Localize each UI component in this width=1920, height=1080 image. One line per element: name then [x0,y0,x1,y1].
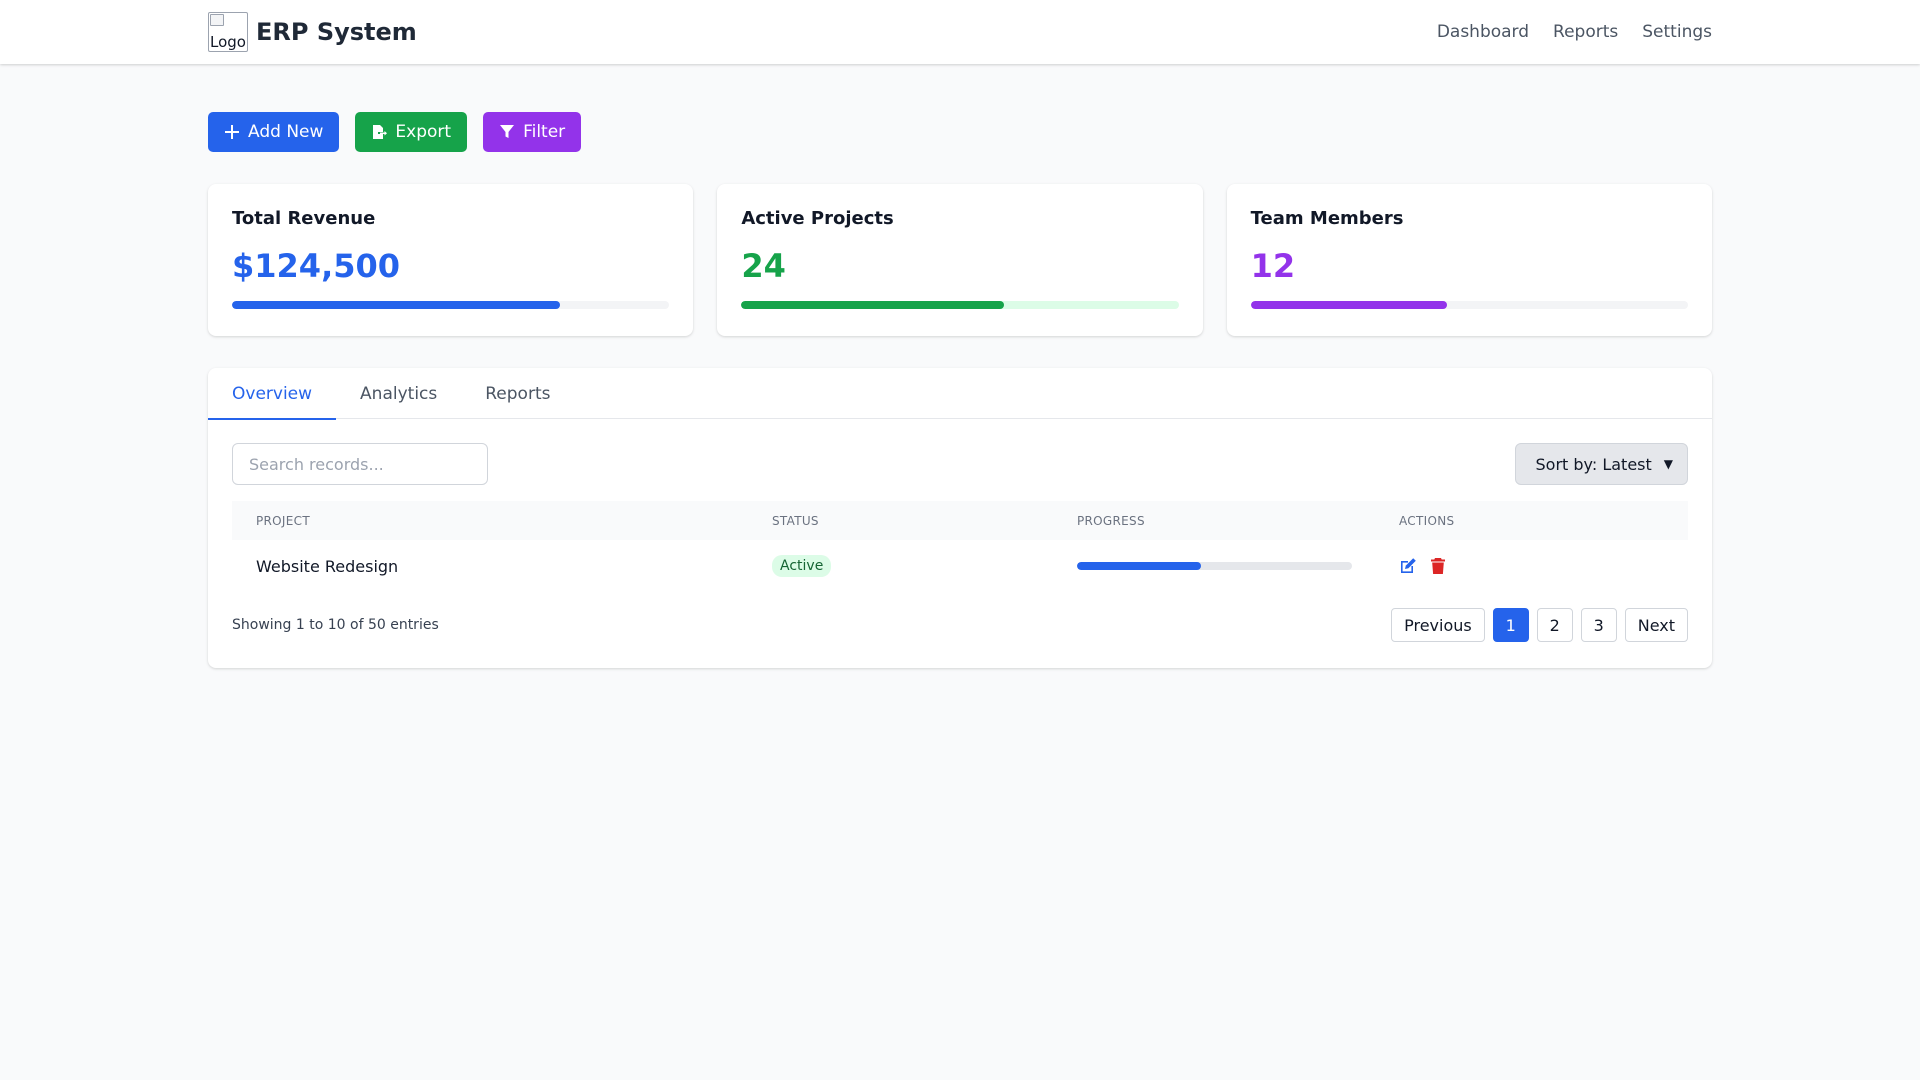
filter-button[interactable]: Filter [483,112,582,152]
nav-link-dashboard[interactable]: Dashboard [1436,22,1530,42]
card-value: 12 [1250,247,1296,285]
filter-icon [500,125,515,138]
table-row: Website Redesign Active [232,540,1688,592]
broken-image-icon [210,14,224,26]
card-title: Team Members [1250,208,1404,229]
add-new-label: Add New [248,122,324,142]
column-header-project: PROJECT [256,513,310,528]
top-navbar: Logo ERP System Dashboard Reports Settin… [0,0,1920,64]
card-progress-bar [232,301,670,309]
page-button-2[interactable]: 2 [1536,608,1573,642]
stat-card-team: Team Members 12 [1226,184,1712,336]
filter-label: Filter [523,122,566,142]
add-new-button[interactable]: Add New [208,112,340,152]
tab-reports[interactable]: Reports [485,383,551,404]
export-label: Export [395,122,452,142]
row-progress-bar [1077,562,1352,570]
export-button[interactable]: Export [355,112,468,152]
nav-link-settings[interactable]: Settings [1642,22,1712,42]
card-progress-bar [1250,301,1688,309]
card-title: Total Revenue [232,208,376,229]
table-header: PROJECT STATUS PROGRESS ACTIONS [232,501,1688,540]
card-value: 24 [741,247,786,285]
project-name: Website Redesign [256,556,399,576]
entries-info: Showing 1 to 10 of 50 entries [232,617,439,633]
trash-icon[interactable] [1429,557,1447,575]
column-header-actions: ACTIONS [1399,513,1455,528]
status-badge: Active [772,555,832,577]
row-actions [1399,557,1688,575]
column-header-status: STATUS [772,513,819,528]
stat-card-revenue: Total Revenue $124,500 [208,184,694,336]
page-button-1[interactable]: 1 [1492,608,1529,642]
chevron-down-icon: ▼ [1663,457,1673,471]
page-button-3[interactable]: 3 [1580,608,1617,642]
plus-icon [225,125,239,139]
card-progress-bar [741,301,1179,309]
tab-overview[interactable]: Overview [208,368,337,420]
table-controls: Sort by: Latest ▼ [232,443,1688,485]
table-footer: Showing 1 to 10 of 50 entries Previous 1… [232,608,1688,642]
stat-card-projects: Active Projects 24 [717,184,1203,336]
previous-page-button[interactable]: Previous [1391,608,1485,642]
search-input[interactable] [232,443,488,485]
app-title: ERP System [256,18,417,46]
file-export-icon [373,125,388,139]
action-toolbar: Add New Export Filter [208,112,582,152]
next-page-button[interactable]: Next [1624,608,1688,642]
card-value: $124,500 [232,247,401,285]
stats-cards: Total Revenue $124,500 Active Projects 2… [208,184,1712,336]
logo-image: Logo [208,12,248,52]
logo-alt-text: Logo [210,33,246,51]
edit-icon[interactable] [1399,557,1417,575]
nav-link-reports[interactable]: Reports [1553,22,1619,42]
sort-selected-value: Sort by: Latest [1535,454,1652,474]
sort-select[interactable]: Sort by: Latest ▼ [1514,443,1688,485]
brand: Logo ERP System [208,12,417,52]
tab-analytics[interactable]: Analytics [360,383,438,404]
card-title: Active Projects [741,208,894,229]
projects-table: PROJECT STATUS PROGRESS ACTIONS Website … [232,501,1688,592]
records-panel: Overview Analytics Reports Sort by: Late… [208,368,1712,668]
main-nav: Dashboard Reports Settings [1413,22,1712,42]
pagination: Previous 1 2 3 Next [1391,608,1688,642]
tab-bar: Overview Analytics Reports [208,368,1712,420]
column-header-progress: PROGRESS [1077,513,1145,528]
